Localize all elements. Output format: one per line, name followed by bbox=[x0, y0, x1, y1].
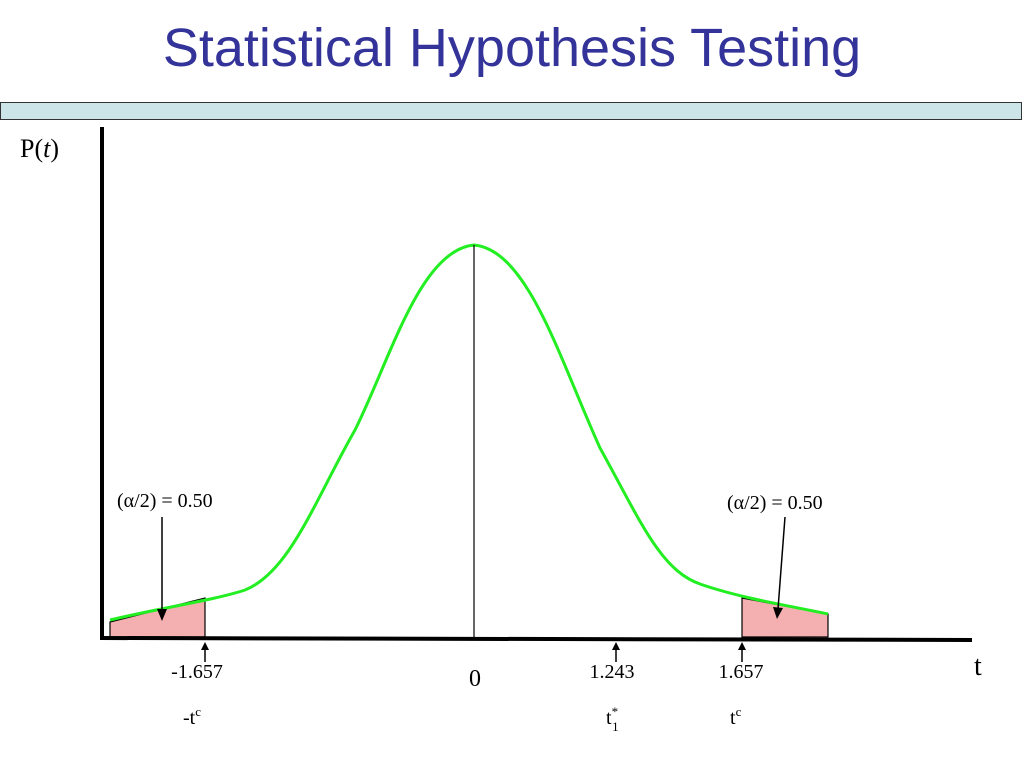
center-value: 0 bbox=[469, 666, 481, 692]
right-tail-annotation: (α/2) = 0.50 bbox=[727, 492, 823, 514]
t-distribution-curve bbox=[109, 243, 829, 622]
x-axis-label: t bbox=[974, 651, 982, 682]
right-annotation-arrow bbox=[773, 516, 786, 619]
test-statistic-marker bbox=[612, 642, 620, 662]
title-divider-bar bbox=[0, 102, 1022, 120]
y-axis-label: P(t) bbox=[20, 134, 59, 163]
left-critical-symbol: -tc bbox=[183, 704, 201, 729]
right-critical-marker bbox=[738, 642, 746, 662]
x-axis bbox=[99, 636, 973, 642]
slide-title: Statistical Hypothesis Testing bbox=[162, 18, 862, 78]
left-critical-marker bbox=[201, 642, 209, 662]
right-critical-symbol: tc bbox=[730, 704, 742, 729]
left-tail-annotation: (α/2) = 0.50 bbox=[117, 490, 213, 512]
right-critical-value: 1.657 bbox=[719, 661, 764, 683]
left-annotation-arrow bbox=[157, 517, 167, 621]
left-critical-value: -1.657 bbox=[171, 661, 223, 683]
test-statistic-value: 1.243 bbox=[590, 661, 635, 683]
right-tail-region bbox=[741, 597, 829, 638]
test-statistic-symbol: t* 1 bbox=[606, 704, 619, 734]
